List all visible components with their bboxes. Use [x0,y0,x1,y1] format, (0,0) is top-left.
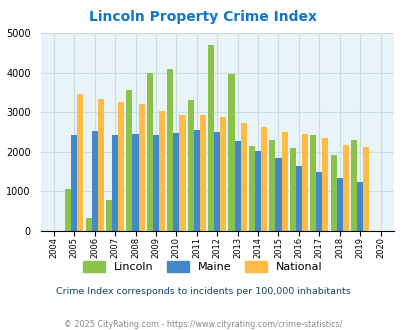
Text: © 2025 CityRating.com - https://www.cityrating.com/crime-statistics/: © 2025 CityRating.com - https://www.city… [64,320,341,329]
Bar [92,131,98,231]
Bar [187,100,193,231]
Bar [106,200,112,231]
Bar [159,111,165,231]
Bar [315,172,322,231]
Bar [65,189,71,231]
Bar [193,130,199,231]
Bar [153,135,159,231]
Bar [289,148,295,231]
Bar [173,133,179,231]
Bar [260,127,266,231]
Bar [269,140,275,231]
Bar [77,94,83,231]
Bar [118,102,124,231]
Bar [167,69,173,231]
Bar [207,45,213,231]
Bar [350,140,356,231]
Bar [126,90,132,231]
Bar [301,134,307,231]
Bar [330,155,336,231]
Bar [112,135,118,231]
Bar [85,218,92,231]
Bar [132,134,138,231]
Bar [356,182,362,231]
Bar [295,166,301,231]
Bar [228,74,234,231]
Bar [179,115,185,231]
Legend: Lincoln, Maine, National: Lincoln, Maine, National [79,256,326,277]
Bar [71,135,77,231]
Bar [138,104,144,231]
Bar [220,117,226,231]
Bar [234,141,240,231]
Bar [309,135,315,231]
Bar [322,138,328,231]
Bar [213,132,220,231]
Bar [240,123,246,231]
Bar [147,73,153,231]
Bar [275,158,281,231]
Bar [254,151,260,231]
Bar [98,99,104,231]
Bar [362,147,369,231]
Text: Lincoln Property Crime Index: Lincoln Property Crime Index [89,10,316,24]
Bar [248,146,254,231]
Text: Crime Index corresponds to incidents per 100,000 inhabitants: Crime Index corresponds to incidents per… [55,287,350,296]
Bar [281,132,287,231]
Bar [199,115,205,231]
Bar [342,145,348,231]
Bar [336,178,342,231]
